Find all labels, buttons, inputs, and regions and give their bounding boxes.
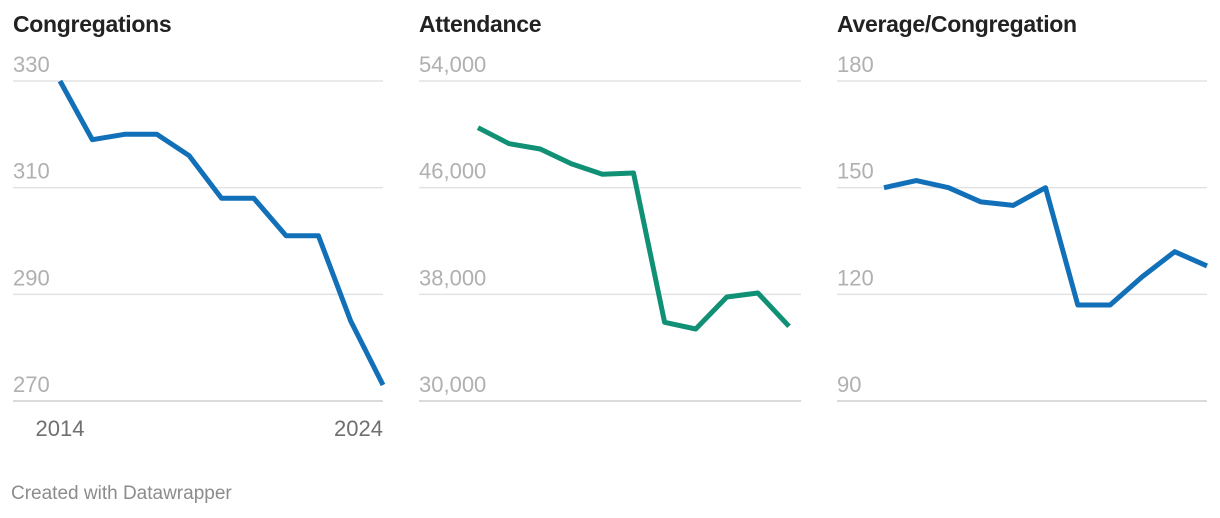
congregations-x-tick-label: 2024: [334, 416, 383, 441]
chart-title-attendance: Attendance: [419, 11, 542, 37]
chart-panel-attendance: Attendance 54,000 46,000 38,000 30,000: [419, 0, 819, 450]
congregations-y-tick-label: 310: [13, 159, 50, 184]
chart-panel-average-congregation: Average/Congregation 180 150 120 90: [837, 0, 1220, 450]
average-congregation-series-line: [883, 178, 1209, 308]
attendance-y-tick-label: 46,000: [419, 159, 486, 184]
attendance-y-tick-label: 30,000: [419, 372, 486, 397]
chart-plot-attendance: 54,000 46,000 38,000 30,000: [419, 52, 801, 402]
average-congregation-y-tick-label: 180: [837, 52, 874, 77]
chart-plot-average-congregation: 180 150 120 90: [837, 52, 1209, 402]
average-congregation-y-tick-label: 90: [837, 372, 861, 397]
chart-title-congregations: Congregations: [13, 11, 172, 37]
congregations-y-tick-label: 270: [13, 372, 50, 397]
attendance-y-tick-label: 54,000: [419, 52, 486, 77]
congregations-x-tick-label: 2014: [36, 416, 85, 441]
congregations-y-tick-label: 290: [13, 265, 50, 290]
chart-title-average-congregation: Average/Congregation: [837, 11, 1077, 37]
chart-panel-congregations: Congregations 330 310 290 270 2014 2024: [13, 0, 413, 450]
congregations-y-tick-label: 330: [13, 52, 50, 77]
datawrapper-credit: Created with Datawrapper: [11, 483, 232, 504]
average-congregation-y-tick-label: 120: [837, 265, 874, 290]
congregations-series-line: [57, 79, 386, 387]
average-congregation-y-tick-label: 150: [837, 159, 874, 184]
chart-plot-congregations: 330 310 290 270 2014 2024: [13, 52, 386, 441]
attendance-y-tick-label: 38,000: [419, 265, 486, 290]
attendance-series-line: [476, 125, 791, 332]
